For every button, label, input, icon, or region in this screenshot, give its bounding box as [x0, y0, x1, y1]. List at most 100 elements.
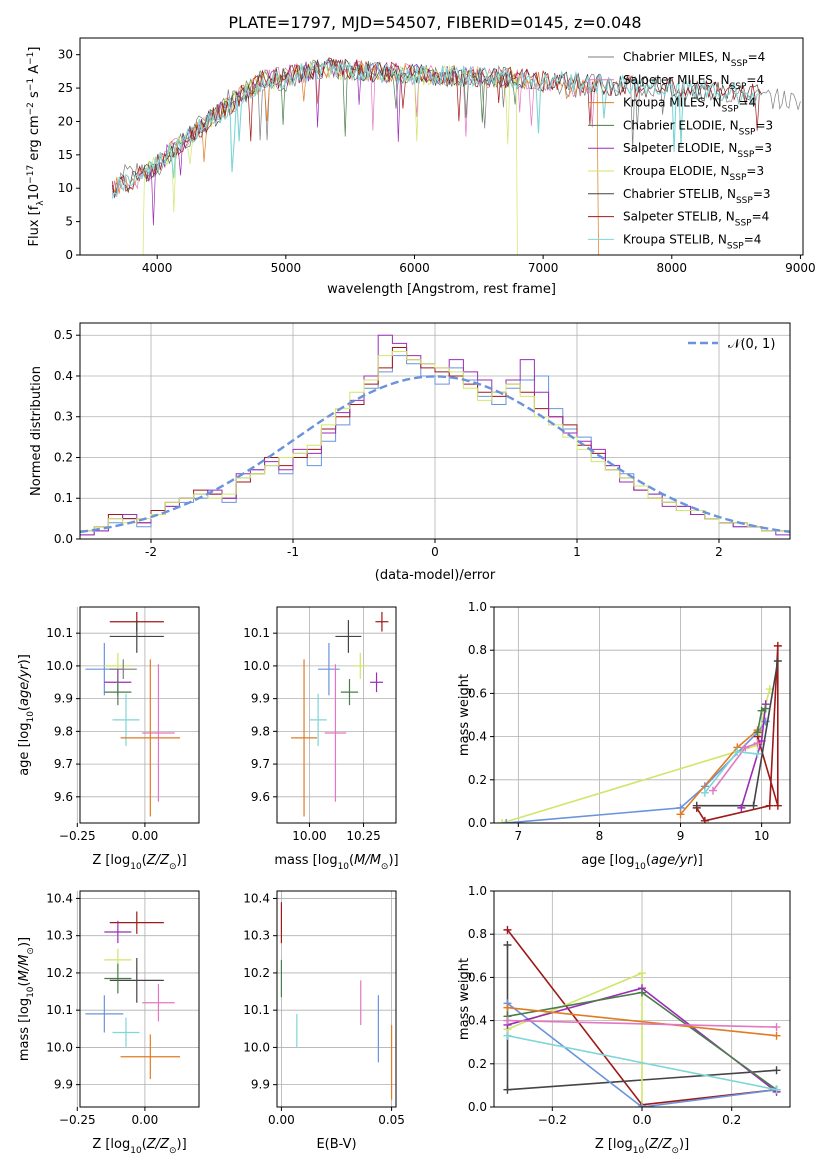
legend-entry: Kroupa ELODIE, NSSP=3: [623, 164, 764, 183]
label-part: (: [646, 853, 651, 868]
x-tick-label: 0.05: [378, 1113, 405, 1127]
label-part: (: [142, 1137, 147, 1152]
weight-marker: [772, 1066, 781, 1075]
age_vs_mass-chart: 10.00 10.25 9.6 9.7 9.8 9.9 10.0 10.1 mass [log1…: [243, 606, 399, 872]
x-tick-label: 7000: [528, 261, 559, 275]
axes-frame: [79, 606, 200, 824]
label-part: =3: [754, 141, 772, 155]
label-part: 10: [26, 986, 36, 998]
spectrum-line: [111, 58, 599, 255]
y-axis-label: mass [log10(M/M⊙)]: [17, 937, 36, 1061]
weight-marker: [773, 801, 782, 810]
weight-line: [696, 645, 779, 822]
weight-marker: [638, 969, 646, 978]
x-tick-label: 2: [715, 545, 723, 559]
y-tick-label: 1.0: [468, 884, 487, 898]
label-part: SSP: [727, 241, 744, 251]
label-part: Z [log: [92, 1137, 130, 1152]
y-tick-label: 10.2: [243, 966, 270, 980]
label-part: ⊙: [381, 862, 389, 872]
y-tick-label: 0.8: [468, 927, 487, 941]
y-tick-label: 10.4: [243, 891, 270, 905]
label-part: SSP: [737, 150, 754, 160]
y-tick-label: 9.9: [54, 1078, 73, 1092]
weight-line: [507, 1006, 777, 1037]
y-tick-label: 0.2: [468, 773, 487, 787]
legend-entry: Chabrier MILES, NSSP=4: [623, 50, 765, 69]
label-part: SSP: [731, 59, 748, 69]
legend-entry: Salpeter MILES, NSSP=4: [623, 73, 764, 92]
axes-frame: [276, 606, 397, 824]
label-part: Salpeter ELODIE, N: [623, 141, 737, 155]
y-tick-label: 0.1: [54, 491, 73, 505]
axes-frame: [493, 606, 791, 824]
label-part: s: [27, 91, 42, 102]
label-part: )]: [177, 853, 187, 868]
label-part: E(B-V): [316, 1137, 356, 1152]
label-part: SSP: [722, 105, 739, 115]
label-part: SSP: [730, 82, 747, 92]
legend-entry: 𝒩(0, 1): [728, 337, 775, 352]
weight-marker: [773, 657, 782, 665]
y-tick-label: 0.2: [468, 1057, 487, 1071]
x-tick-label: 0.0: [632, 1113, 651, 1127]
y-tick-label: 10.1: [243, 626, 270, 640]
y-tick-label: 0.0: [468, 1100, 487, 1114]
label-part: 10: [634, 862, 646, 872]
y-tick-label: 5: [65, 215, 73, 229]
weight-marker: [638, 1103, 646, 1107]
x-tick-label: −0.2: [538, 1113, 567, 1127]
legend-entry: Salpeter ELODIE, NSSP=3: [623, 141, 772, 160]
label-part: =4: [746, 73, 764, 87]
axes-frame: [79, 890, 200, 1108]
y-tick-label: 0.4: [468, 1014, 487, 1028]
y-tick-label: 20: [58, 114, 73, 128]
label-part: ⊙: [671, 1146, 679, 1156]
label-part: SSP: [735, 219, 752, 229]
y-tick-label: 0.0: [54, 532, 73, 546]
label-part: age/yr: [17, 663, 32, 706]
y-tick-label: 30: [58, 48, 73, 62]
label-part: SSP: [736, 196, 753, 206]
label-part: )]: [693, 853, 703, 868]
weight-marker: [741, 743, 750, 752]
label-part: 10: [26, 711, 36, 723]
weight-marker: [733, 747, 742, 756]
weight-marker: [749, 801, 758, 810]
weight-marker: [708, 786, 717, 795]
label-part: Z/Z: [146, 853, 170, 868]
spectrum-line: [111, 59, 762, 199]
y-tick-label: 10.0: [243, 1040, 270, 1054]
label-part: Z [log: [92, 853, 130, 868]
x-tick-label: 0.2: [722, 1113, 741, 1127]
weight-marker: [772, 1031, 781, 1040]
age_vs_Z-chart: −0.25 0.009.69.79.89.910.010.1Z [log10(Z/…: [17, 606, 200, 872]
label-part: 10: [130, 862, 142, 872]
mass_vs_Z-chart: −0.25 0.009.910.010.110.210.310.4Z [log10…: [17, 890, 200, 1156]
x-tick-label: 0: [431, 545, 439, 559]
axes-frame: [79, 37, 804, 256]
points-group: [280, 902, 393, 1100]
label-part: mass [log: [274, 853, 337, 868]
x-tick-label: 0.00: [268, 1113, 295, 1127]
label-part: (: [349, 853, 354, 868]
weight-marker: [503, 1085, 512, 1094]
weight-marker: [773, 641, 782, 650]
x-tick-label: 9000: [785, 261, 816, 275]
label-part: Kroupa ELODIE, N: [623, 164, 730, 178]
y-tick-label: 0.5: [54, 328, 73, 342]
weight-marker: [772, 1085, 781, 1094]
weight-marker: [737, 803, 746, 812]
gauss-curve: [80, 375, 790, 534]
weight-line: [507, 1034, 777, 1091]
weight-marker: [700, 788, 709, 797]
weight-marker: [638, 988, 646, 997]
weight_vs_Z-chart: −0.2 0.0 0.2 0.0 0.2 0.4 0.6 0.8 1.0 Z [log10(Z/Z…: [457, 884, 791, 1156]
x-tick-label: 5000: [271, 261, 302, 275]
weight-marker: [503, 1003, 512, 1012]
y-tick-label: 10.3: [243, 929, 270, 943]
label-part: 10: [633, 1146, 645, 1156]
figure-title: PLATE=1797, MJD=54507, FIBERID=0145, z=0…: [228, 13, 641, 32]
